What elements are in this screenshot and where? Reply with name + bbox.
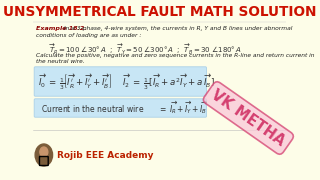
Text: the neutral wire.: the neutral wire.: [36, 59, 84, 64]
FancyBboxPatch shape: [39, 156, 48, 165]
Text: conditions of loading are as under :: conditions of loading are as under :: [36, 33, 141, 38]
FancyBboxPatch shape: [34, 99, 206, 117]
Text: In a 3-phase, 4-wire system, the currents in R, Y and B lines under abnormal: In a 3-phase, 4-wire system, the current…: [62, 26, 292, 31]
Text: Calculate the positive, negative and zero sequence currents in the R-line and re: Calculate the positive, negative and zer…: [36, 53, 315, 58]
Text: Rojib EEE Academy: Rojib EEE Academy: [57, 152, 153, 161]
Text: $\overrightarrow{I_2}\;=\;\frac{1}{3}[\overrightarrow{I_R} + a^2\overrightarrow{: $\overrightarrow{I_2}\;=\;\frac{1}{3}[\o…: [122, 72, 214, 92]
FancyBboxPatch shape: [34, 67, 206, 96]
Text: $\overrightarrow{I_0}\;=\;\frac{1}{3}\!\left[\overrightarrow{I_R^{\prime}} + \ov: $\overrightarrow{I_0}\;=\;\frac{1}{3}\!\…: [38, 72, 113, 92]
Text: $\overrightarrow{T}_{R} = 100\;\angle 30°\,A$$\;\;;\;\;\overrightarrow{T}_{Y} = : $\overrightarrow{T}_{R} = 100\;\angle 30…: [49, 43, 242, 57]
Text: $\mathrm{Current\ in\ the\ neutral\ wire}\qquad=\;\overrightarrow{I_R} + \overri: $\mathrm{Current\ in\ the\ neutral\ wire…: [41, 100, 209, 116]
Text: Example 18.2.: Example 18.2.: [36, 26, 86, 31]
Circle shape: [35, 144, 52, 166]
Circle shape: [40, 147, 48, 157]
Text: VK METHA: VK METHA: [209, 87, 288, 149]
Text: UNSYMMETRICAL FAULT MATH SOLUTION: UNSYMMETRICAL FAULT MATH SOLUTION: [3, 5, 316, 19]
